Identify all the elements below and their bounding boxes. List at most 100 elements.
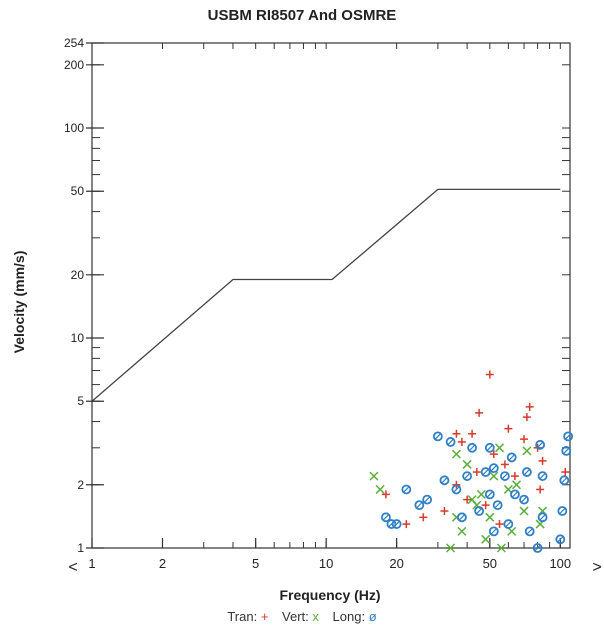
legend-label-long: Long: — [332, 609, 366, 624]
tran-point — [510, 472, 519, 481]
long-point — [432, 431, 443, 442]
x-axis-ticks: 1 2 5 10 20 50 100 — [88, 43, 571, 571]
long-point — [510, 489, 520, 500]
vert-point — [451, 449, 461, 459]
x-tick-label: 1 — [88, 556, 95, 571]
x-tick-label: 5 — [252, 556, 259, 571]
long-point — [524, 526, 535, 537]
legend-item-vert: Vert: x — [282, 609, 323, 624]
vert-point — [489, 471, 499, 481]
tran-point — [520, 435, 529, 444]
vert-point — [511, 480, 522, 490]
long-point — [422, 494, 433, 505]
vert-point — [369, 471, 379, 481]
tran-point — [538, 456, 547, 465]
vert-point — [457, 526, 467, 536]
tran-point — [536, 485, 545, 494]
long-point — [467, 442, 477, 453]
long-point — [559, 475, 570, 486]
vert-point — [496, 543, 506, 553]
tran-point — [419, 513, 428, 522]
tran-point — [402, 520, 411, 529]
legend-marker-vert: x — [312, 609, 319, 624]
vert-point — [481, 534, 491, 544]
legend-marker-tran: + — [260, 609, 269, 624]
y-tick-label: 100 — [64, 121, 84, 135]
x-tick-label: 50 — [483, 556, 497, 571]
long-point — [391, 519, 402, 529]
x-tick-label: 10 — [319, 556, 333, 571]
y-tick-label: 10 — [71, 331, 85, 345]
long-point — [506, 452, 517, 463]
vert-point — [375, 484, 385, 494]
vert-point — [519, 506, 529, 516]
tran-point — [495, 520, 504, 529]
legend-label-vert: Vert: — [282, 609, 309, 624]
tran-point — [381, 490, 390, 499]
long-point — [519, 494, 529, 505]
legend-label-tran: Tran: — [227, 609, 258, 624]
long-point — [492, 500, 503, 511]
long-point — [457, 512, 467, 523]
long-point — [522, 467, 532, 477]
legend-item-tran: Tran: + — [227, 609, 272, 624]
y-axis-label: Velocity (mm/s) — [11, 251, 27, 354]
long-point — [488, 526, 499, 537]
y-tick-label: 254 — [64, 36, 84, 50]
limit-line-path — [91, 188, 561, 402]
vert-point — [494, 443, 505, 453]
y-tick-label: 50 — [71, 184, 85, 198]
tran-point — [485, 370, 494, 379]
y-tick-label: 5 — [77, 394, 84, 408]
tran-point — [481, 501, 490, 510]
x-tick-label: 100 — [549, 556, 571, 571]
tran-point — [475, 408, 484, 417]
legend: Tran: + Vert: x Long: ø — [0, 609, 604, 624]
long-point — [561, 445, 572, 456]
long-point — [563, 431, 574, 442]
legend-item-long: Long: ø — [333, 609, 377, 624]
tran-point — [472, 468, 481, 477]
vert-point — [462, 459, 472, 469]
x-axis-right-marker: > — [592, 559, 601, 576]
tran-point — [500, 460, 509, 469]
long-point — [480, 467, 491, 477]
long-point — [414, 500, 425, 511]
tran-point — [489, 450, 498, 459]
long-point — [401, 484, 412, 495]
y-tick-label: 1 — [77, 541, 84, 555]
plot-axes — [91, 42, 571, 549]
legend-marker-long: ø — [368, 609, 377, 624]
long-point — [557, 506, 568, 516]
tran-point — [522, 413, 531, 422]
data-points — [369, 370, 574, 553]
long-point — [451, 484, 462, 495]
long-point — [503, 519, 514, 529]
vert-point — [476, 489, 486, 499]
long-point — [445, 437, 456, 447]
x-axis-label: Frequency (Hz) — [279, 587, 380, 603]
tran-point — [440, 507, 449, 516]
tran-point — [457, 437, 466, 446]
long-point — [555, 534, 566, 545]
y-axis-ticks: 1 2 5 10 20 50 100 200 254 — [64, 36, 570, 555]
y-tick-label: 200 — [64, 58, 84, 72]
tran-point — [525, 402, 534, 411]
tran-point — [452, 429, 461, 438]
x-tick-label: 2 — [159, 556, 166, 571]
vert-point — [446, 543, 456, 553]
vert-point — [485, 512, 495, 522]
long-point — [439, 475, 450, 486]
tran-point — [561, 468, 570, 477]
long-point — [484, 489, 495, 500]
chart-title: USBM RI8507 And OSMRE — [208, 7, 397, 24]
long-point — [488, 463, 499, 474]
long-point — [484, 442, 495, 453]
y-tick-label: 20 — [71, 268, 85, 282]
long-point — [537, 471, 548, 481]
x-axis-left-marker: < — [68, 559, 77, 576]
y-tick-label: 2 — [77, 478, 84, 492]
tran-point — [468, 429, 477, 438]
x-tick-label: 20 — [389, 556, 403, 571]
